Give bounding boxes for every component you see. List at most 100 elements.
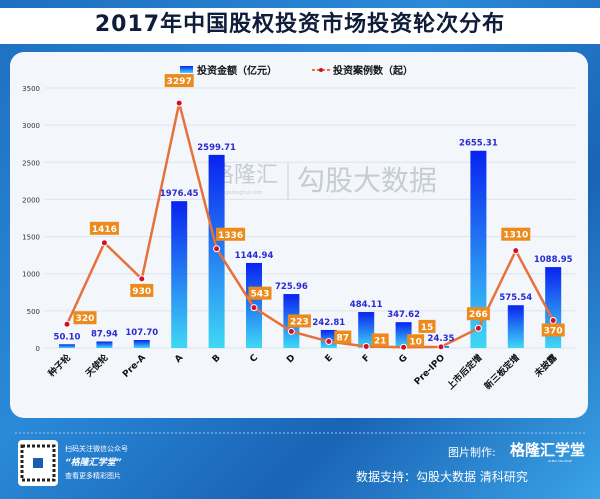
- made-by-brand: 格隆汇学堂: [510, 441, 586, 459]
- line-value-badge: [541, 323, 565, 337]
- x-tick-label: Pre-IPO: [413, 353, 448, 388]
- line-value-label: 87: [337, 334, 350, 344]
- y-tick-label: 3500: [22, 85, 40, 93]
- line-value-badge: [334, 330, 352, 344]
- y-tick-label: 0: [36, 345, 40, 353]
- bar-value-label: 24.35: [428, 334, 455, 344]
- y-tick-label: 2500: [22, 159, 40, 167]
- bar-value-label: 242.81: [312, 318, 345, 328]
- x-tick-label: G: [397, 353, 409, 365]
- line-point: [325, 338, 333, 346]
- x-tick-label: B: [211, 353, 223, 365]
- line-point: [362, 342, 370, 350]
- x-tick-label: 上市后定增: [444, 352, 484, 392]
- line-value-badge: [407, 334, 425, 348]
- bar: [507, 305, 524, 348]
- bar-value-label: 575.54: [499, 293, 532, 303]
- line-value-label: 10: [409, 337, 422, 347]
- line-value-label: 320: [76, 314, 95, 324]
- x-tick-label: Pre-A: [121, 353, 148, 380]
- x-tick-label: 天使轮: [83, 352, 111, 380]
- bar: [59, 344, 75, 348]
- line-value-badge: [248, 286, 272, 300]
- line-value-badge: [216, 227, 246, 241]
- line-value-label: 1310: [503, 231, 528, 241]
- qr-line3: 查看更多精彩图片: [65, 472, 121, 480]
- x-tick-label: A: [173, 353, 185, 365]
- line-value-badge: [89, 221, 119, 235]
- bar-value-label: 1088.95: [534, 255, 573, 265]
- bar-value-label: 347.62: [387, 310, 420, 320]
- x-tick-label: E: [323, 353, 334, 364]
- x-tick-label: F: [361, 353, 372, 364]
- line-value-label: 266: [469, 310, 488, 320]
- line-point: [175, 99, 183, 107]
- line-point: [400, 343, 408, 351]
- made-by-sub: GURU COLLEGE: [548, 459, 572, 463]
- line-value-badge: [466, 307, 490, 321]
- bar-value-label: 50.10: [54, 332, 81, 342]
- line-point: [549, 317, 557, 325]
- page-title: 2017年中国股权投资市场投资轮次分布: [0, 8, 600, 44]
- bar: [171, 201, 188, 348]
- bar: [358, 312, 375, 348]
- line-point: [437, 343, 445, 351]
- chart-panel: [10, 52, 588, 418]
- x-tick-label: D: [285, 353, 297, 365]
- line-point: [100, 239, 108, 247]
- y-tick-label: 500: [27, 308, 40, 316]
- bar-value-label: 1976.45: [160, 189, 199, 199]
- line-value-badge: [164, 74, 194, 88]
- legend-bar-swatch: [180, 66, 193, 73]
- bar-value-label: 107.70: [125, 328, 158, 338]
- line-value-badge: [73, 311, 97, 325]
- legend-line-marker: [319, 68, 323, 72]
- y-tick-label: 1000: [22, 271, 40, 279]
- qr-line1: 扫码关注微信公众号: [65, 445, 128, 453]
- bar-value-label: 2655.31: [459, 139, 498, 149]
- line-value-label: 3297: [167, 77, 192, 87]
- line-point: [250, 304, 258, 312]
- watermark: 格隆汇 www.gelonghui.com 勾股大数据: [212, 163, 437, 200]
- line-value-badge: [501, 227, 531, 241]
- line-value-label: 15: [421, 323, 434, 333]
- line-point: [138, 275, 146, 283]
- line-value-label: 223: [290, 317, 309, 327]
- line-value-badge: [418, 319, 436, 333]
- line-point: [474, 324, 482, 332]
- line-point: [213, 245, 221, 253]
- line-point: [512, 247, 520, 255]
- line-series: [65, 102, 555, 349]
- line-point: [287, 327, 295, 335]
- x-tick-label: 种子轮: [45, 352, 73, 380]
- bar-value-label: 87.94: [91, 329, 118, 339]
- line-value-badge: [371, 333, 389, 347]
- watermark-site: www.gelonghui.com: [212, 190, 263, 196]
- x-tick-label: 新三板定增: [482, 352, 522, 392]
- legend: 投资金额（亿元） 投资案例数（起）: [180, 64, 413, 77]
- x-tick-label: 未披露: [531, 351, 560, 380]
- bar: [96, 341, 113, 348]
- x-tick-label: C: [248, 353, 260, 365]
- bar-value-label: 484.11: [350, 300, 383, 310]
- legend-bar-label: 投资金额（亿元）: [197, 64, 277, 77]
- bar-value-label: 2599.71: [197, 143, 236, 153]
- line-value-label: 1416: [92, 225, 117, 235]
- y-tick-label: 2000: [22, 196, 40, 204]
- line-value-label: 370: [544, 327, 563, 337]
- y-tick-label: 3000: [22, 122, 40, 130]
- bar: [470, 150, 487, 348]
- data-source: 数据支持：勾股大数据 清科研究: [356, 470, 528, 484]
- line-value-label: 543: [251, 290, 270, 300]
- bar-value-label: 1144.94: [235, 251, 274, 261]
- made-by-label: 图片制作:: [448, 446, 496, 459]
- line-point: [63, 320, 71, 328]
- line-value-label: 1336: [218, 231, 243, 241]
- line-value-label: 21: [374, 336, 387, 346]
- line-value-badge: [130, 283, 154, 297]
- bar: [133, 339, 150, 348]
- y-tick-label: 1500: [22, 234, 40, 242]
- watermark-text: 勾股大数据: [297, 164, 437, 197]
